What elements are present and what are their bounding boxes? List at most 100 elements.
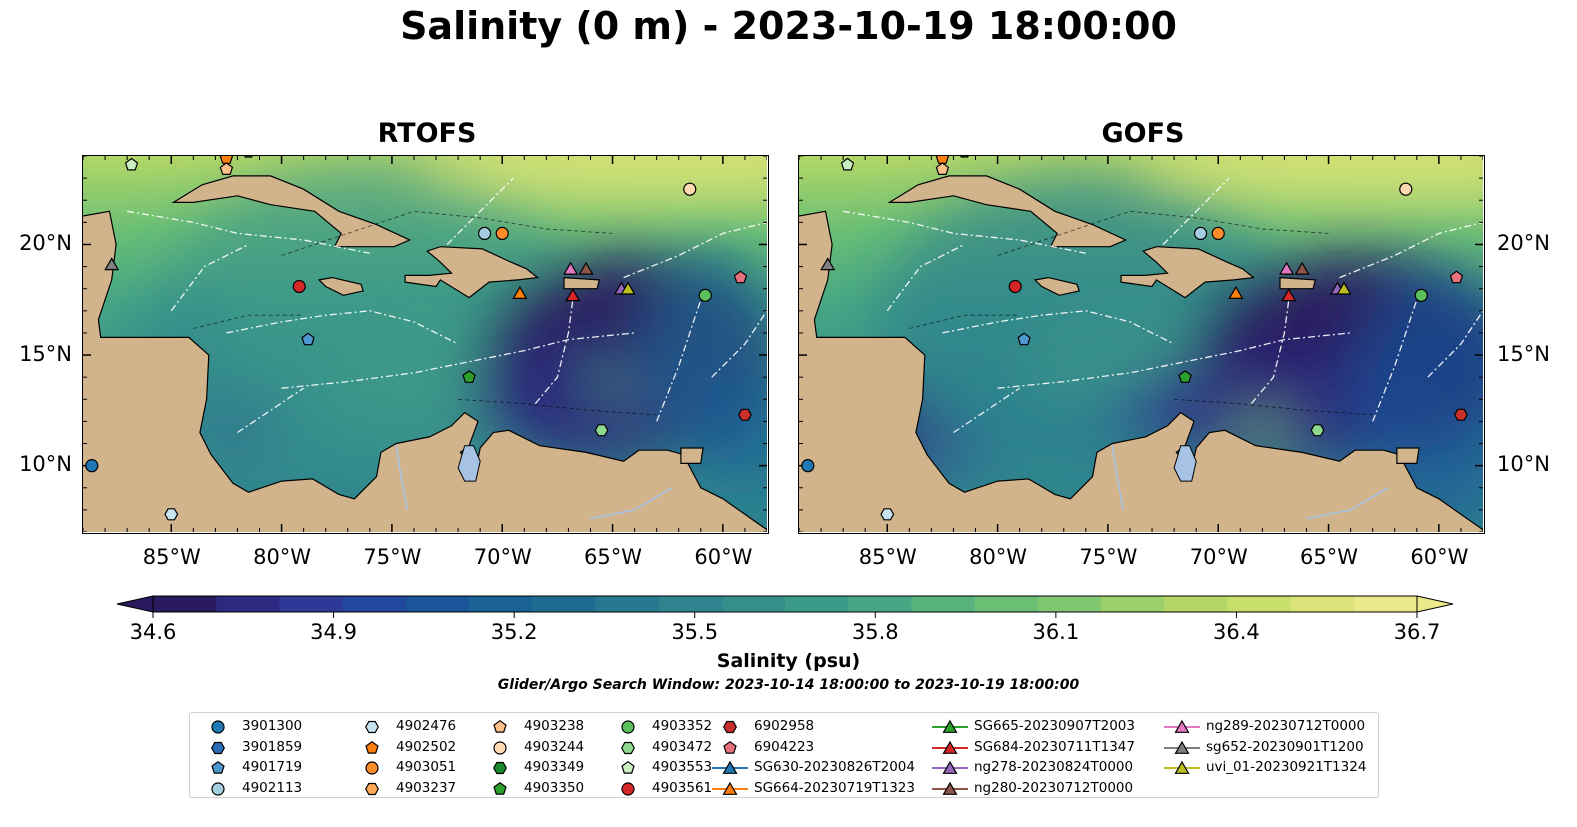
lon-tick-label: 60°W [694, 545, 753, 569]
legend-marker-icon [211, 741, 225, 754]
rtofs-marker-4903051 [495, 226, 509, 241]
lat-tick-label-right: 10°N [1497, 452, 1550, 477]
legend-label: SG684-20230711T1347 [974, 738, 1135, 755]
rtofs-lake [457, 445, 481, 482]
rtofs-land-jamaica [317, 276, 364, 296]
colorbar-max-extension [1416, 595, 1454, 613]
gofs-land-trinidad [1396, 447, 1420, 464]
legend-label: uvi_01-20230921T1324 [1206, 759, 1367, 775]
gofs-marker-4903349 [960, 156, 969, 158]
legend-marker-icon [621, 781, 635, 796]
legend-marker-icon [932, 740, 968, 754]
legend-marker-icon [365, 761, 379, 775]
lat-tick-label-left: 15°N [19, 341, 72, 366]
rtofs-marker-4902502 [219, 156, 234, 164]
gofs-land-jamaica [1033, 276, 1080, 296]
legend-marker-icon [493, 719, 507, 733]
rtofs-land-cuba [171, 175, 412, 248]
legend-marker-icon [932, 760, 968, 774]
colorbar-tick-label: 34.9 [310, 620, 357, 644]
legend-label: 6904223 [754, 738, 815, 755]
gofs-marker-4903472 [1310, 424, 1325, 437]
legend-label: 4903238 [524, 718, 585, 734]
colorbar-min-extension [116, 595, 154, 613]
lon-tick-label: 85°W [858, 545, 917, 569]
rtofs-land-hispaniola [404, 246, 539, 299]
gofs-marker-4903051 [1211, 226, 1225, 241]
legend-label: 4903244 [524, 738, 585, 755]
legend-marker-icon [211, 760, 225, 774]
gofs-marker-4903553 [840, 157, 855, 171]
rtofs-map[interactable] [82, 155, 769, 534]
lon-tick-label: 65°W [584, 545, 643, 569]
legend-marker-icon [493, 761, 507, 775]
lon-tick-label: 80°W [969, 545, 1028, 569]
rtofs-marker-sg652-20230901T1200 [104, 257, 120, 271]
gofs-panel-title: GOFS [1101, 118, 1185, 149]
lon-tick-label: 75°W [363, 545, 422, 569]
rtofs-marker-4902476 [164, 508, 179, 521]
gofs-marker-ng289-20230712T0000 [1279, 261, 1295, 275]
legend-label: 4901719 [242, 759, 303, 775]
legend-marker-icon [932, 719, 968, 733]
rtofs-marker-4903244 [683, 182, 697, 196]
gofs-marker-4901719 [1017, 332, 1031, 346]
gofs-land-puertoRico [1279, 276, 1317, 290]
rtofs-marker-4903352 [698, 288, 712, 302]
legend-marker-icon [365, 740, 379, 754]
rtofs-marker-6904223 [733, 270, 748, 284]
legend-marker-icon [493, 740, 507, 755]
gofs-marker-6904223 [1449, 270, 1464, 284]
legend-label: SG630-20230826T2004 [754, 759, 915, 775]
legend-label: ng289-20230712T0000 [1206, 718, 1366, 734]
colorbar-tick-label: 36.7 [1393, 620, 1441, 644]
legend-label: ng278-20230824T0000 [974, 759, 1134, 775]
gofs-marker-SG684-20230711T1347 [1281, 288, 1297, 302]
legend-label: SG664-20230719T1323 [754, 779, 915, 796]
colorbar-tick-label: 35.2 [490, 620, 538, 644]
rtofs-marker-4903238 [219, 162, 234, 175]
legend-label: 4903561 [652, 779, 713, 796]
lon-tick-label: 65°W [1300, 545, 1359, 569]
legend-marker-icon [1164, 719, 1200, 733]
lon-tick-label: 70°W [1189, 545, 1248, 569]
legend-label: 4902476 [396, 718, 457, 734]
legend-label: 6902958 [754, 718, 815, 734]
rtofs-marker-ng289-20230712T0000 [563, 261, 579, 275]
gofs-lake [1173, 445, 1197, 482]
legend-marker-icon [723, 740, 737, 754]
legend-marker-icon [211, 720, 225, 734]
gofs-marker-sg652-20230901T1200 [820, 257, 836, 271]
rtofs-marker-ng280-20230712T0000 [578, 261, 594, 275]
rtofs-land-trinidad [680, 447, 704, 464]
rtofs-land-mainland [83, 210, 767, 532]
legend-label: 4902502 [396, 738, 457, 755]
gofs-marker-3901300 [801, 459, 815, 473]
legend-label: 4903350 [524, 779, 585, 796]
legend-label: 3901859 [242, 738, 303, 755]
lon-tick-label: 80°W [253, 545, 312, 569]
gofs-land-mainland [799, 210, 1483, 532]
gofs-marker-4903561 [1008, 279, 1022, 294]
lat-tick-label-right: 15°N [1497, 341, 1550, 366]
legend-marker-icon [211, 781, 225, 796]
legend-label: 4903553 [652, 759, 713, 775]
gofs-land-cuba [887, 175, 1128, 248]
legend-label: SG665-20230907T2003 [974, 718, 1135, 734]
figure-title: Salinity (0 m) - 2023-10-19 18:00:00 [400, 4, 1177, 48]
rtofs-marker-4903553 [124, 157, 139, 171]
legend-marker-icon [1164, 760, 1200, 774]
gofs-marker-4902476 [880, 508, 895, 521]
legend-marker-icon [712, 781, 748, 795]
rtofs-marker-4903349 [244, 156, 253, 158]
rtofs-marker-uvi_01-20230921T1324 [620, 281, 636, 295]
gofs-map[interactable] [798, 155, 1485, 534]
rtofs-marker-3901300 [85, 459, 99, 473]
colorbar-tick-label: 35.8 [851, 620, 899, 644]
search-window-text: Glider/Argo Search Window: 2023-10-14 18… [497, 677, 1080, 693]
legend-marker-icon [621, 720, 635, 734]
legend-marker-icon [1164, 740, 1200, 754]
gofs-marker-4903238 [935, 162, 950, 175]
gofs-marker-4902502 [935, 156, 950, 164]
gofs-land-hispaniola [1120, 246, 1255, 299]
